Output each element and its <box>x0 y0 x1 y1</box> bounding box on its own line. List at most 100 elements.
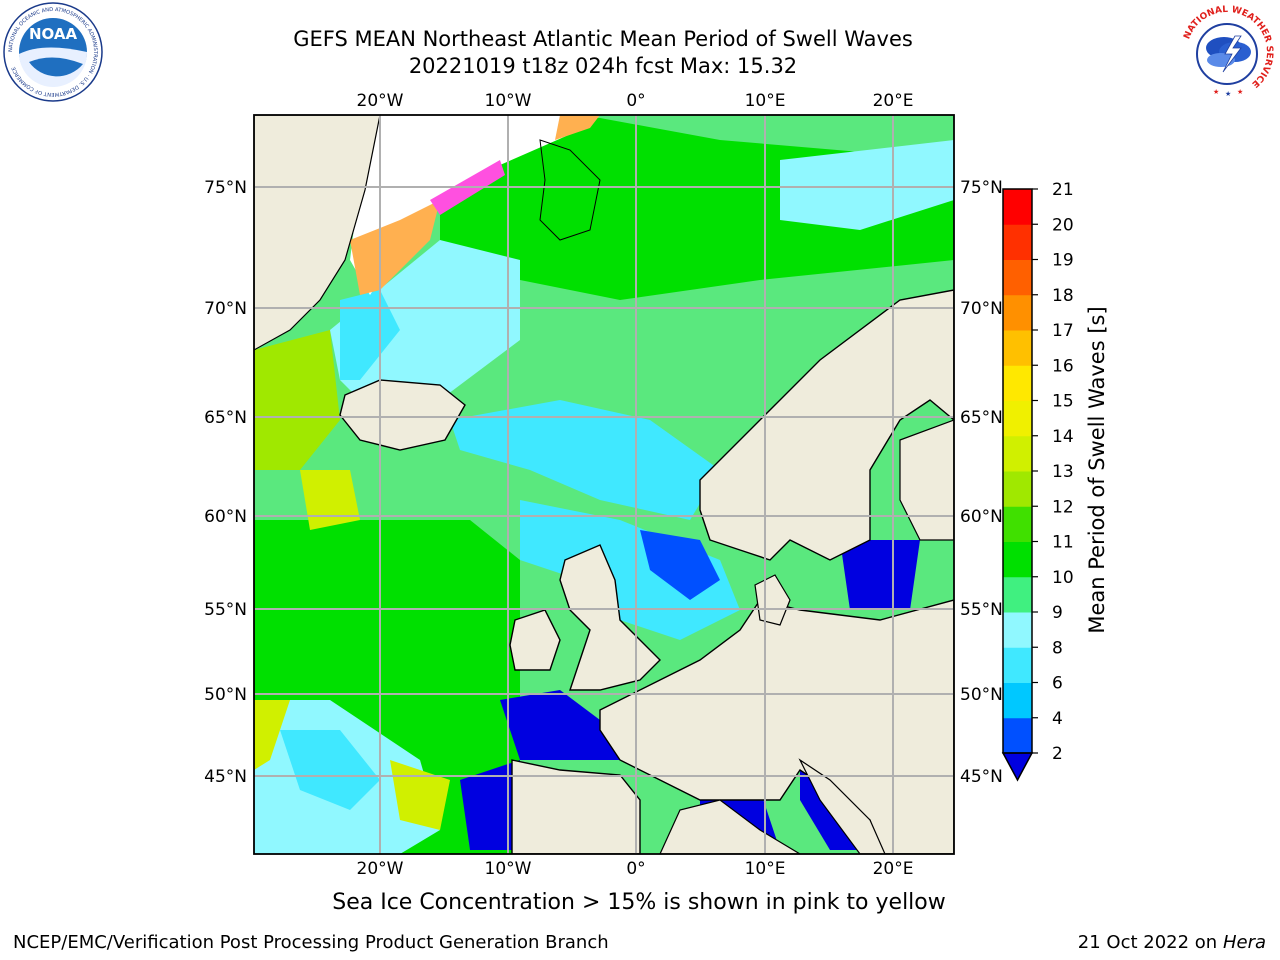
colorbar-tick-label: 19 <box>1052 251 1074 271</box>
colorbar-under-extension <box>1001 752 1034 782</box>
colorbar-segment <box>1003 506 1032 542</box>
colorbar-segment <box>1003 612 1032 648</box>
swell-region-barents <box>780 140 954 230</box>
colorbar-tick-label: 8 <box>1052 638 1063 658</box>
colorbar: 2 4 6 8 9 10 11 12 13 14 15 16 17 18 19 20 21 <box>1001 180 1074 782</box>
colorbar-segment <box>1003 576 1032 613</box>
swell-region-skagerrak <box>640 530 720 600</box>
footer-machine: Hera <box>1222 932 1266 953</box>
lon-label-top: 20°W <box>357 91 404 111</box>
swell-region-iberia-coast <box>460 760 520 850</box>
lat-label-left: 75°N <box>204 178 247 198</box>
lon-label-bottom: 10°E <box>745 859 786 879</box>
noaa-logo-text: NOAA <box>29 25 78 43</box>
colorbar-segment <box>1003 224 1032 260</box>
colorbar-segment <box>1003 435 1032 472</box>
swell-region-baltic <box>840 540 920 610</box>
colorbar-tick-label: 2 <box>1052 744 1063 764</box>
colorbar-segment <box>1003 400 1032 437</box>
colorbar-tick-label: 21 <box>1052 180 1074 200</box>
swell-region-norwegian-sea <box>450 400 720 520</box>
noaa-logo: NATIONAL OCEANIC AND ATMOSPHERIC ADMINIS… <box>3 2 103 102</box>
swell-region-iberia-west <box>390 760 450 830</box>
colorbar-segment <box>1003 541 1032 578</box>
italy-land <box>798 758 886 854</box>
lon-label-top: 10°E <box>745 91 786 111</box>
lon-label-top: 10°W <box>485 91 532 111</box>
swell-region-azores <box>280 730 380 810</box>
colorbar-tick-label: 11 <box>1052 533 1074 553</box>
colorbar-tick-label: 16 <box>1052 356 1074 376</box>
footer-credit: NCEP/EMC/Verification Post Processing Pr… <box>13 932 609 953</box>
sea-ice-note: Sea Ice Concentration > 15% is shown in … <box>332 890 946 915</box>
nws-logo: NATIONAL WEATHER SERVICE ★ ★ ★ <box>1178 3 1276 101</box>
colorbar-tick-label: 17 <box>1052 321 1074 341</box>
lat-label-left: 70°N <box>204 299 247 319</box>
lat-label-right: 50°N <box>960 685 1003 705</box>
swell-region-8-9 <box>330 240 520 400</box>
map-subtitle: 20221019 t18z 024h fcst Max: 15.32 <box>408 54 798 78</box>
lat-label-right: 55°N <box>960 600 1003 620</box>
colorbar-tick-label: 18 <box>1052 286 1074 306</box>
scandinavia-land <box>699 289 954 561</box>
sea-ice-edge-greenland <box>350 200 440 295</box>
colorbar-title: Mean Period of Swell Waves [s] <box>1085 306 1109 634</box>
sea-ice-area <box>350 115 600 295</box>
colorbar-segment <box>1003 294 1032 331</box>
colorbar-segment <box>1003 259 1032 296</box>
graticule <box>254 115 954 854</box>
colorbar-tick-label: 4 <box>1052 709 1063 729</box>
lon-label-bottom: 0° <box>626 859 645 879</box>
footer-date: 21 Oct 2022 on Hera <box>1078 932 1266 953</box>
colorbar-segment <box>1003 647 1032 683</box>
lat-label-right: 45°N <box>960 767 1003 787</box>
lat-label-left: 60°N <box>204 507 247 527</box>
finland-land <box>899 419 954 541</box>
lon-label-top: 0° <box>626 91 645 111</box>
colorbar-tick-label: 12 <box>1052 497 1074 517</box>
colorbar-tick-label: 15 <box>1052 392 1074 412</box>
swell-region-12-13 <box>254 330 340 470</box>
lon-label-bottom: 20°E <box>873 859 914 879</box>
footer-date-text: 21 Oct 2022 on <box>1077 932 1223 953</box>
svg-text:★: ★ <box>1225 90 1231 98</box>
colorbar-segment <box>1003 330 1032 366</box>
colorbar-tick-label: 6 <box>1052 674 1063 694</box>
colorbar-segment <box>1003 682 1032 719</box>
swell-region-biscay <box>500 690 620 760</box>
colorbar-segment <box>1003 717 1032 754</box>
lat-label-left: 65°N <box>204 408 247 428</box>
lat-label-right: 60°N <box>960 507 1003 527</box>
sea-ice-edge-north <box>555 115 600 140</box>
lon-label-bottom: 20°W <box>357 859 404 879</box>
map-frame <box>253 114 955 855</box>
map-title: GEFS MEAN Northeast Atlantic Mean Period… <box>293 27 913 51</box>
svg-text:★: ★ <box>1237 88 1243 96</box>
iberia-land <box>511 759 641 854</box>
colorbar-tick-label: 20 <box>1052 215 1074 235</box>
colorbar-tick-label: 9 <box>1052 603 1063 623</box>
lat-label-right: 65°N <box>960 408 1003 428</box>
swell-region-north-sea <box>520 500 740 640</box>
colorbar-tick-label: 14 <box>1052 427 1074 447</box>
lat-label-left: 55°N <box>204 600 247 620</box>
swell-region-6-8 <box>340 290 400 380</box>
lat-label-right: 75°N <box>960 178 1003 198</box>
swell-region-southwest <box>254 700 290 770</box>
colorbar-segment <box>1003 189 1032 225</box>
swell-region-13-14 <box>300 470 360 530</box>
lat-label-right: 70°N <box>960 299 1003 319</box>
lat-label-left: 45°N <box>204 767 247 787</box>
denmark-land <box>754 574 791 626</box>
colorbar-segment <box>1003 471 1032 507</box>
svg-text:★: ★ <box>1213 88 1219 96</box>
lat-label-left: 50°N <box>204 685 247 705</box>
colorbar-tick-label: 13 <box>1052 462 1074 482</box>
lon-label-top: 20°E <box>873 91 914 111</box>
lon-label-bottom: 10°W <box>485 859 532 879</box>
iceland-land <box>339 379 466 451</box>
colorbar-segment <box>1003 365 1032 401</box>
greenland-land <box>254 115 381 351</box>
colorbar-tick-label: 10 <box>1052 568 1074 588</box>
